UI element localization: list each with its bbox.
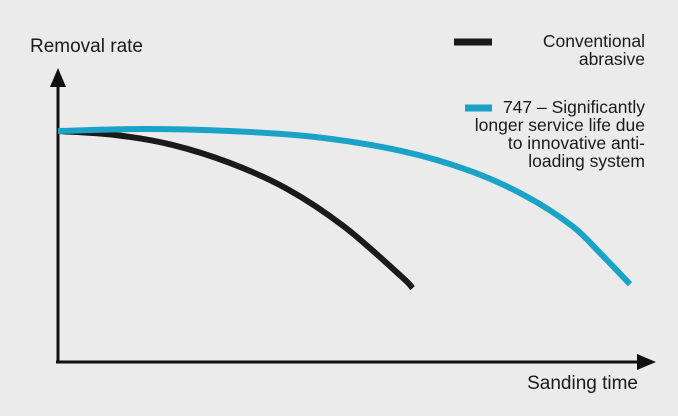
legend-label-line: 747 – Significantly — [503, 97, 645, 117]
legend-label-line: loading system — [528, 151, 645, 171]
legend-label-line: Conventional — [543, 31, 645, 51]
x-axis-arrow — [637, 354, 656, 370]
legend-label-line: abrasive — [579, 49, 645, 69]
y-axis-arrow — [50, 68, 66, 87]
y-axis-label: Removal rate — [30, 36, 143, 57]
series-layer — [57, 125, 633, 291]
legend-label-line: to innovative anti- — [508, 133, 645, 153]
series-line-conventional-abrasive — [57, 128, 415, 291]
x-axis-label: Sanding time — [527, 373, 638, 394]
legend-label-line: longer service life due — [475, 115, 645, 135]
series-line-747 — [57, 125, 633, 287]
